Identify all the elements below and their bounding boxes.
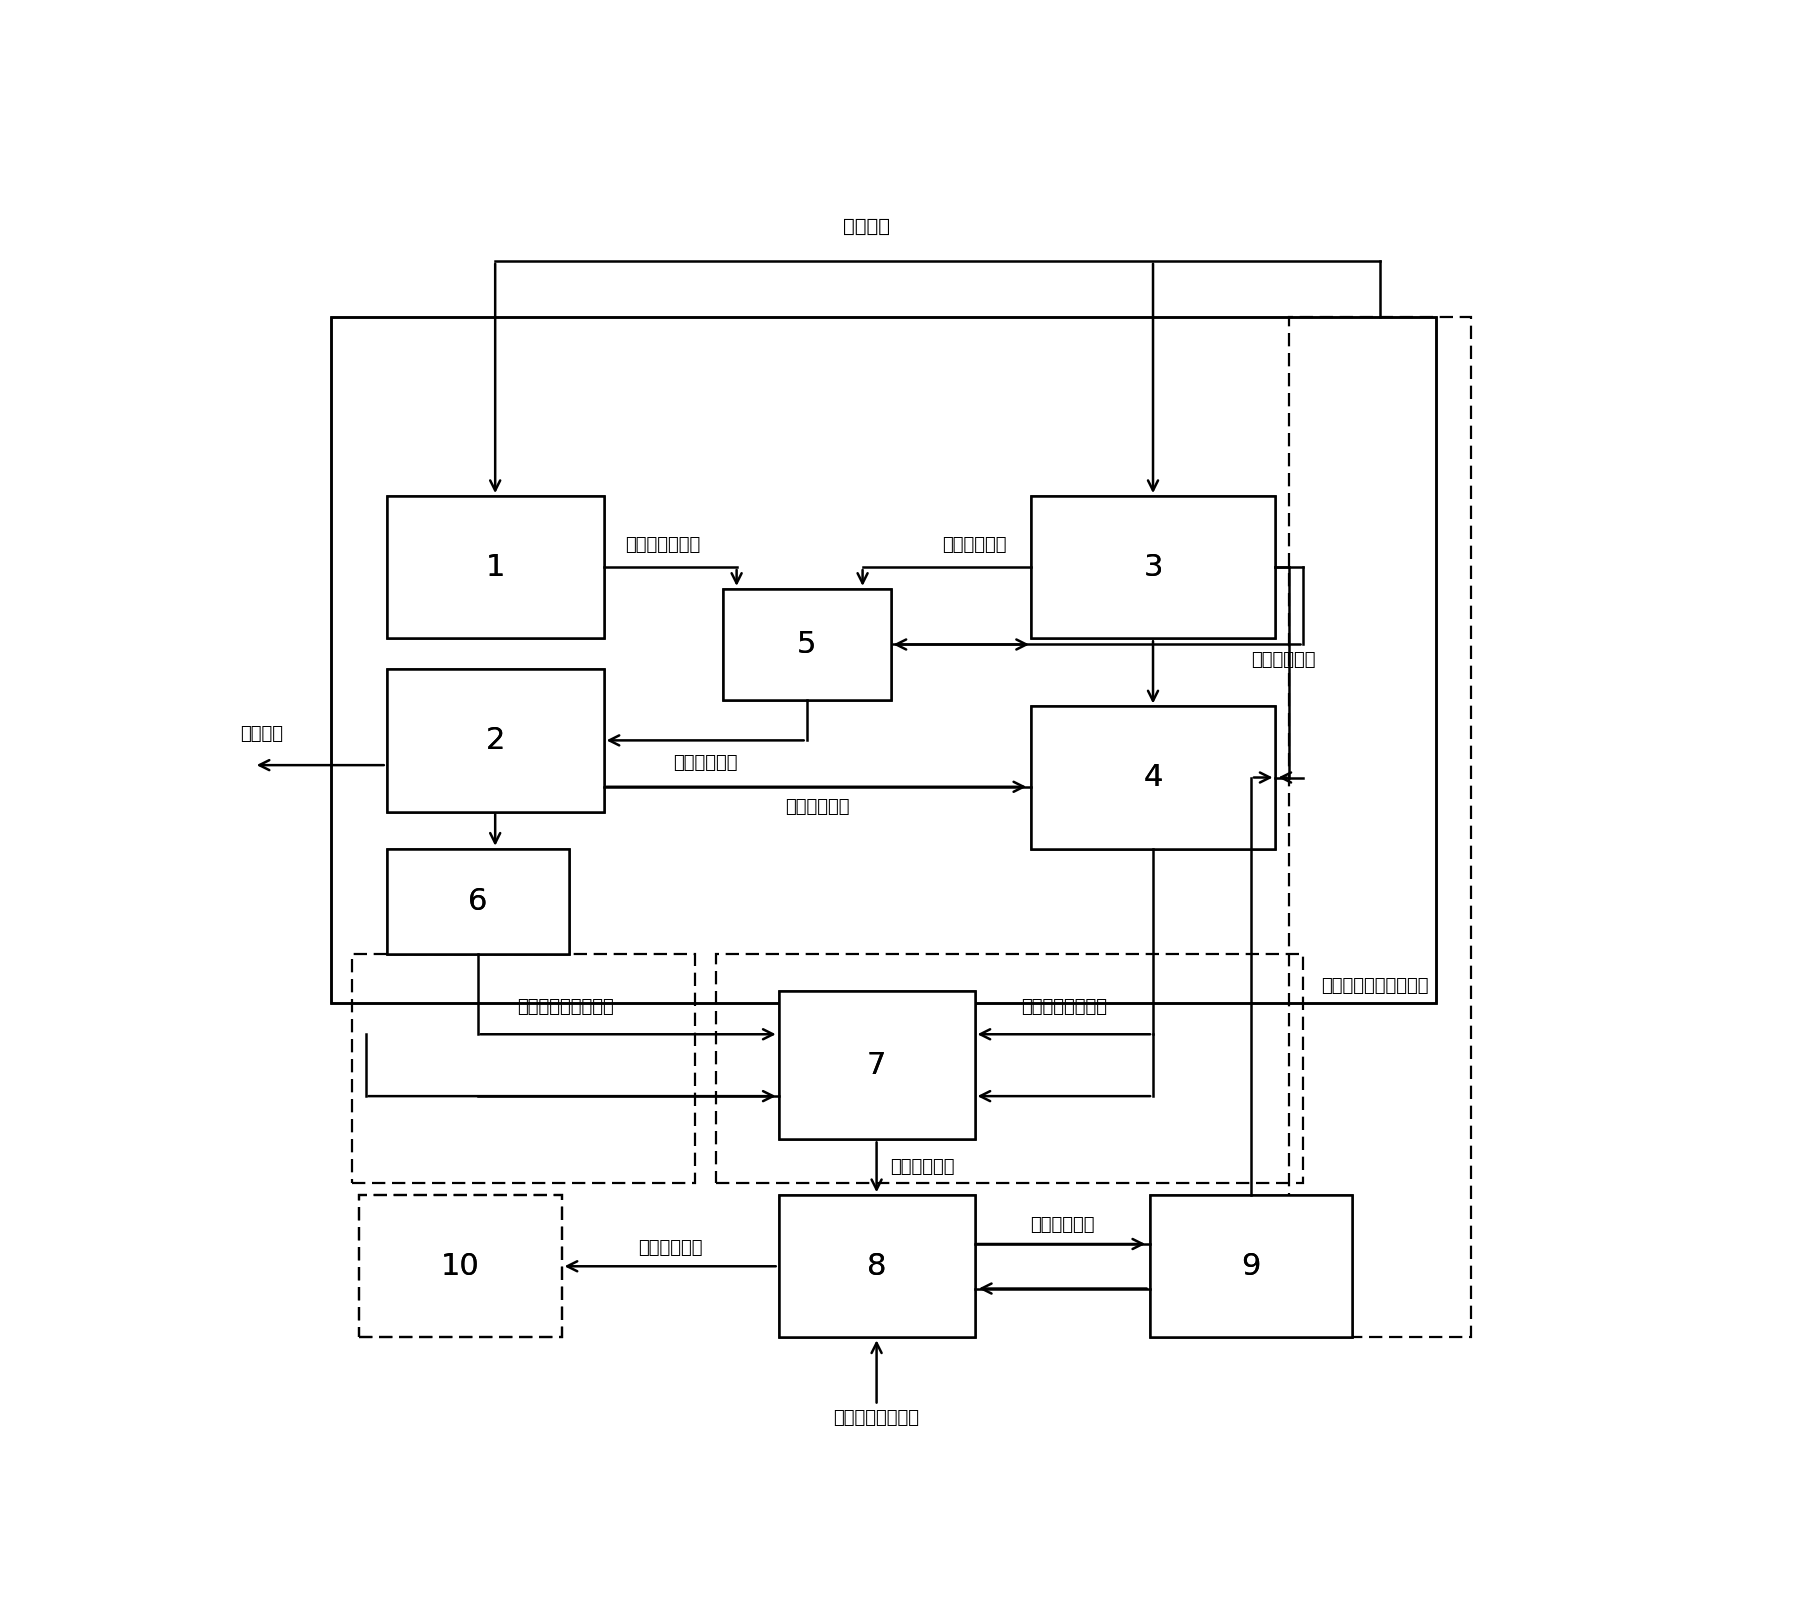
Text: 10: 10 <box>440 1252 480 1281</box>
Text: 7: 7 <box>866 1051 886 1080</box>
Text: 原地错误恢复控制信号: 原地错误恢复控制信号 <box>1319 977 1428 995</box>
Bar <box>330 317 1435 1003</box>
Text: 5: 5 <box>796 630 816 659</box>
Text: 4: 4 <box>1143 763 1162 792</box>
Text: 时序监测错误信号: 时序监测错误信号 <box>1020 998 1106 1016</box>
Bar <box>1031 497 1274 638</box>
Text: 9: 9 <box>1240 1252 1260 1281</box>
Bar <box>386 669 603 812</box>
Bar <box>1150 1196 1352 1337</box>
Text: 输入数据: 输入数据 <box>843 217 890 236</box>
Text: 延迟采样数据: 延迟采样数据 <box>1251 651 1314 669</box>
Bar <box>359 1196 561 1337</box>
Text: 6: 6 <box>467 887 487 916</box>
Bar <box>778 992 975 1139</box>
Text: 1: 1 <box>486 553 505 582</box>
Bar <box>715 955 1303 1183</box>
Bar <box>386 848 569 955</box>
Text: 7: 7 <box>866 1051 886 1080</box>
Text: 原地待恢复数据: 原地待恢复数据 <box>625 535 700 554</box>
Bar <box>386 497 603 638</box>
Text: 亚稳态监测错误信号: 亚稳态监测错误信号 <box>516 998 614 1016</box>
Bar <box>352 955 695 1183</box>
Text: 9: 9 <box>1240 1252 1260 1281</box>
Text: 4: 4 <box>1143 763 1162 792</box>
Text: 2: 2 <box>486 726 505 755</box>
Text: 8: 8 <box>866 1252 886 1281</box>
Bar <box>722 588 890 701</box>
Bar <box>778 1196 975 1337</box>
Text: 8: 8 <box>866 1252 886 1281</box>
Bar <box>1289 317 1471 1337</box>
Text: 6: 6 <box>467 887 487 916</box>
Text: 10: 10 <box>440 1252 480 1281</box>
Text: 5: 5 <box>796 630 816 659</box>
Text: 3: 3 <box>1143 553 1162 582</box>
Bar <box>778 1196 975 1337</box>
Bar <box>386 848 569 955</box>
Bar <box>359 1196 561 1337</box>
Text: 原地恢复数据: 原地恢复数据 <box>942 535 1005 554</box>
Text: 3: 3 <box>1143 553 1162 582</box>
Bar <box>722 588 890 701</box>
Text: 恢复方式选择信号: 恢复方式选择信号 <box>834 1409 919 1427</box>
Text: 总的错误信号: 总的错误信号 <box>890 1159 955 1176</box>
Text: 1: 1 <box>486 553 505 582</box>
Bar <box>778 992 975 1139</box>
Bar <box>386 497 603 638</box>
Text: 正常采样数据: 正常采样数据 <box>785 797 848 816</box>
Text: 上层恢复信号: 上层恢复信号 <box>637 1239 702 1257</box>
Text: 2: 2 <box>486 726 505 755</box>
Text: 原地恢复信号: 原地恢复信号 <box>1029 1216 1094 1234</box>
Bar <box>386 669 603 812</box>
Bar <box>1031 497 1274 638</box>
Bar <box>330 317 1435 1003</box>
Bar <box>1031 707 1274 848</box>
Bar <box>1150 1196 1352 1337</box>
Text: 输出数据: 输出数据 <box>240 725 283 742</box>
Bar <box>1031 707 1274 848</box>
Text: 原地恢复数据: 原地恢复数据 <box>673 754 736 771</box>
